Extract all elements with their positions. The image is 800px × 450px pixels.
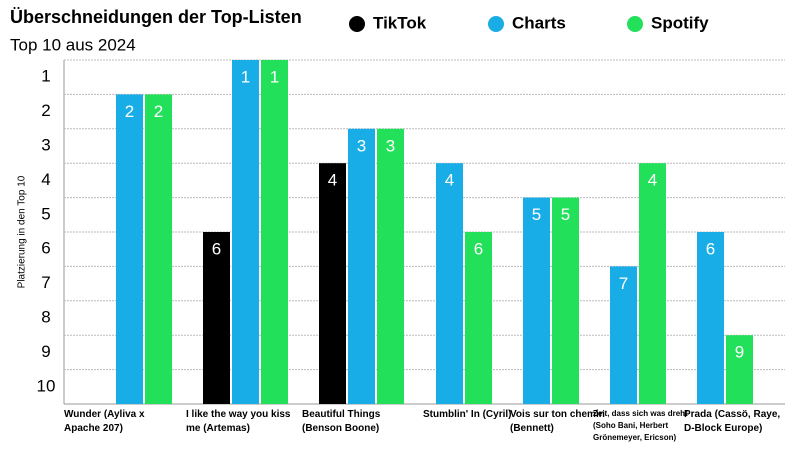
legend-label: Spotify [651, 13, 709, 32]
bar [203, 232, 230, 404]
data-label: 3 [357, 136, 366, 155]
data-label: 4 [445, 171, 454, 190]
legend-marker [349, 16, 365, 32]
bar [610, 266, 637, 404]
data-label: 5 [532, 205, 541, 224]
y-tick-label: 9 [41, 342, 50, 361]
legend-label: TikTok [373, 13, 427, 32]
bar [436, 163, 463, 404]
data-label: 7 [619, 274, 628, 293]
bar [232, 60, 259, 404]
y-tick-label: 8 [41, 307, 50, 326]
x-tick-label: I like the way you kiss me (Artemas) [186, 409, 291, 434]
data-label: 4 [648, 171, 657, 190]
y-axis-label: Platzierung in den Top 10 [17, 175, 28, 288]
bar [145, 94, 172, 405]
bar [261, 60, 288, 404]
legend-marker [627, 16, 643, 32]
bar [552, 197, 579, 404]
x-tick-label: Zeit, dass sich was dreht (Soho Bani, He… [593, 409, 688, 442]
data-label: 5 [561, 205, 570, 224]
x-tick-label: Beautiful Things (Benson Boone) [302, 409, 381, 434]
legend-label: Charts [512, 13, 566, 32]
x-tick-label: Vois sur ton chemin (Bennett) [510, 409, 605, 434]
data-label: 1 [270, 67, 279, 86]
data-label: 2 [125, 102, 134, 121]
bar [116, 94, 143, 405]
x-tick-label: Stumblin' In (Cyril) [423, 409, 512, 420]
y-tick-label: 2 [41, 101, 50, 120]
data-label: 1 [241, 67, 250, 86]
data-label: 6 [706, 239, 715, 258]
y-tick-label: 7 [41, 273, 50, 292]
data-label: 6 [212, 239, 221, 258]
chart-subtitle: Top 10 aus 2024 [10, 35, 136, 54]
chart-title: Überschneidungen der Top-Listen [10, 7, 302, 27]
data-label: 4 [328, 171, 337, 190]
legend-marker [488, 16, 504, 32]
y-tick-label: 6 [41, 239, 50, 258]
bar [726, 335, 753, 404]
y-tick-label: 10 [37, 376, 56, 395]
y-tick-label: 1 [41, 67, 50, 86]
x-tick-label: Wunder (Ayliva x Apache 207) [64, 409, 145, 434]
x-tick-label: Prada (Cassö, Raye, D-Block Europe) [684, 409, 781, 434]
bar [377, 128, 404, 405]
data-label: 6 [474, 239, 483, 258]
bar [319, 163, 346, 404]
bar [697, 232, 724, 404]
bar [348, 128, 375, 405]
data-label: 2 [154, 102, 163, 121]
y-tick-label: 3 [41, 135, 50, 154]
y-tick-label: 4 [41, 170, 50, 189]
data-label: 9 [735, 343, 744, 362]
data-label: 3 [386, 136, 395, 155]
bar [639, 163, 666, 404]
y-tick-label: 5 [41, 204, 50, 223]
bar [523, 197, 550, 404]
bar [465, 232, 492, 404]
